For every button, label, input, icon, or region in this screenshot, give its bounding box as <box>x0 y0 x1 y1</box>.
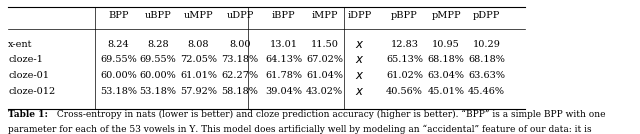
Text: 8.00: 8.00 <box>229 40 251 49</box>
Text: 62.27%: 62.27% <box>221 71 259 80</box>
Text: 10.95: 10.95 <box>432 40 460 49</box>
Text: 65.13%: 65.13% <box>386 55 423 64</box>
Text: 73.18%: 73.18% <box>221 55 259 64</box>
Text: $\boldsymbol{\mathit{x}}$: $\boldsymbol{\mathit{x}}$ <box>355 85 364 98</box>
Text: 58.18%: 58.18% <box>221 87 259 96</box>
Text: 63.63%: 63.63% <box>468 71 505 80</box>
Text: BPP: BPP <box>108 11 129 20</box>
Text: 69.55%: 69.55% <box>100 55 137 64</box>
Text: 61.78%: 61.78% <box>265 71 302 80</box>
Text: Table 1:: Table 1: <box>8 110 49 119</box>
Text: 72.05%: 72.05% <box>180 55 217 64</box>
Text: cloze-012: cloze-012 <box>8 87 56 96</box>
Text: 68.18%: 68.18% <box>468 55 505 64</box>
Text: 12.83: 12.83 <box>390 40 419 49</box>
Text: pMPP: pMPP <box>431 11 461 20</box>
Text: 53.18%: 53.18% <box>100 87 137 96</box>
Text: 39.04%: 39.04% <box>265 87 302 96</box>
Text: 40.56%: 40.56% <box>386 87 423 96</box>
Text: 11.50: 11.50 <box>310 40 339 49</box>
Text: iDPP: iDPP <box>348 11 372 20</box>
Text: iMPP: iMPP <box>311 11 338 20</box>
Text: Cross-entropy in nats (lower is better) and cloze prediction accuracy (higher is: Cross-entropy in nats (lower is better) … <box>54 110 606 119</box>
Text: 68.18%: 68.18% <box>428 55 465 64</box>
Text: 43.02%: 43.02% <box>306 87 343 96</box>
Text: pBPP: pBPP <box>391 11 418 20</box>
Text: 61.01%: 61.01% <box>180 71 217 80</box>
Text: parameter for each of the 53 vowels in Υ. This model does artificially well by m: parameter for each of the 53 vowels in Υ… <box>8 125 592 134</box>
Text: 60.00%: 60.00% <box>100 71 137 80</box>
Text: cloze-1: cloze-1 <box>8 55 43 64</box>
Text: 45.01%: 45.01% <box>428 87 465 96</box>
Text: 61.02%: 61.02% <box>386 71 423 80</box>
Text: 57.92%: 57.92% <box>180 87 217 96</box>
Text: 10.29: 10.29 <box>472 40 500 49</box>
Text: 45.46%: 45.46% <box>468 87 505 96</box>
Text: 8.28: 8.28 <box>147 40 169 49</box>
Text: 63.04%: 63.04% <box>428 71 465 80</box>
Text: iBPP: iBPP <box>272 11 295 20</box>
Text: 8.08: 8.08 <box>188 40 209 49</box>
Text: x-ent: x-ent <box>8 40 33 49</box>
Text: 67.02%: 67.02% <box>306 55 343 64</box>
Text: 8.24: 8.24 <box>108 40 129 49</box>
Text: uMPP: uMPP <box>184 11 213 20</box>
Text: uDPP: uDPP <box>227 11 253 20</box>
Text: uBPP: uBPP <box>145 11 172 20</box>
Text: 61.04%: 61.04% <box>306 71 343 80</box>
Text: pDPP: pDPP <box>473 11 500 20</box>
Text: $\boldsymbol{\mathit{x}}$: $\boldsymbol{\mathit{x}}$ <box>355 38 364 51</box>
Text: 69.55%: 69.55% <box>140 55 177 64</box>
Text: $\boldsymbol{\mathit{x}}$: $\boldsymbol{\mathit{x}}$ <box>355 69 364 82</box>
Text: 53.18%: 53.18% <box>140 87 177 96</box>
Text: cloze-01: cloze-01 <box>8 71 49 80</box>
Text: 64.13%: 64.13% <box>265 55 302 64</box>
Text: $\boldsymbol{\mathit{x}}$: $\boldsymbol{\mathit{x}}$ <box>355 53 364 66</box>
Text: 60.00%: 60.00% <box>140 71 177 80</box>
Text: 13.01: 13.01 <box>269 40 298 49</box>
